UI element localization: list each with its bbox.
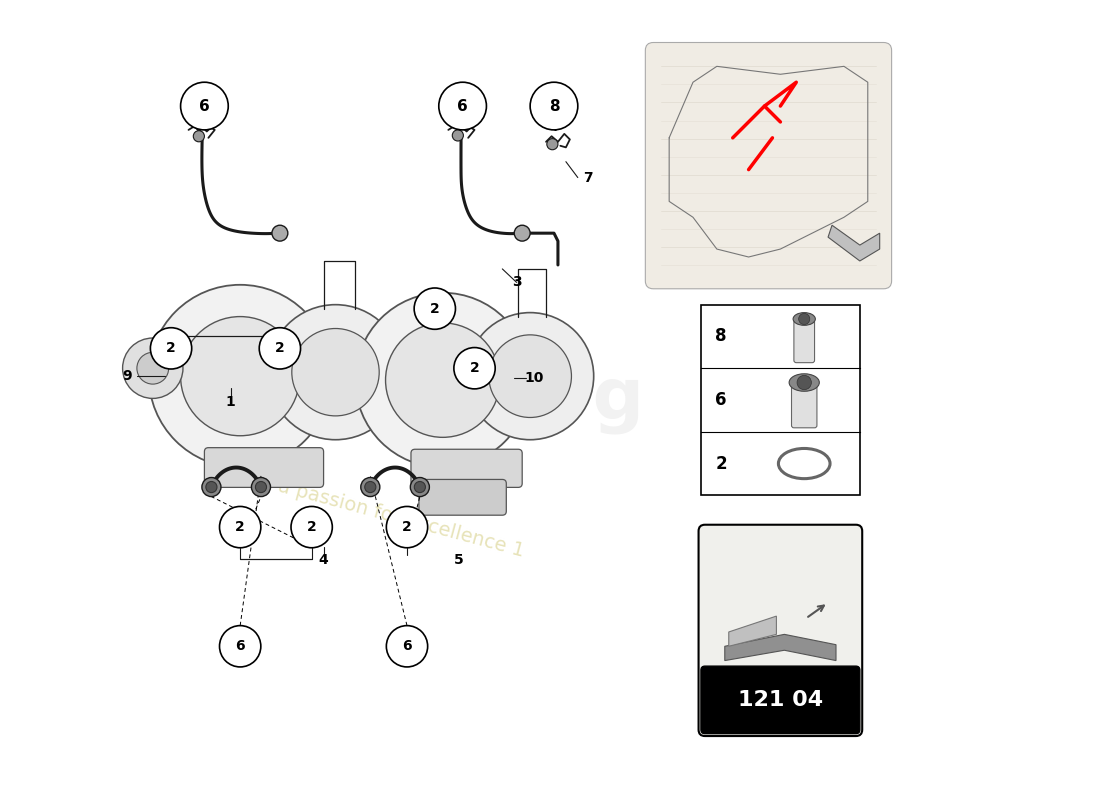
Circle shape — [151, 328, 191, 369]
Circle shape — [530, 82, 578, 130]
Circle shape — [410, 478, 429, 497]
FancyBboxPatch shape — [701, 305, 860, 495]
FancyBboxPatch shape — [794, 320, 814, 362]
Circle shape — [386, 506, 428, 548]
FancyBboxPatch shape — [792, 383, 817, 428]
Text: 1: 1 — [226, 394, 235, 409]
Circle shape — [386, 323, 499, 438]
Text: 6: 6 — [715, 391, 727, 409]
Circle shape — [268, 305, 403, 440]
Text: 2: 2 — [235, 520, 245, 534]
FancyBboxPatch shape — [698, 525, 862, 736]
Circle shape — [194, 130, 205, 142]
Circle shape — [272, 226, 288, 241]
FancyBboxPatch shape — [419, 479, 506, 515]
FancyBboxPatch shape — [205, 448, 323, 487]
Text: a passion for excellence 1: a passion for excellence 1 — [276, 477, 527, 562]
Circle shape — [488, 335, 572, 418]
Polygon shape — [725, 634, 836, 661]
Circle shape — [515, 226, 530, 241]
FancyBboxPatch shape — [411, 450, 522, 487]
Polygon shape — [728, 616, 777, 646]
Text: 2: 2 — [166, 342, 176, 355]
Circle shape — [547, 138, 558, 150]
FancyBboxPatch shape — [701, 666, 860, 734]
Circle shape — [452, 130, 463, 141]
Circle shape — [122, 338, 183, 398]
Text: 9: 9 — [122, 369, 132, 383]
Circle shape — [355, 293, 530, 467]
Text: 121 04: 121 04 — [738, 690, 823, 710]
Text: 6: 6 — [458, 98, 468, 114]
Circle shape — [361, 478, 379, 497]
Circle shape — [414, 288, 455, 330]
Circle shape — [180, 317, 299, 436]
Text: eurostorg: eurostorg — [245, 366, 646, 434]
Text: 8: 8 — [549, 98, 559, 114]
Text: 2: 2 — [470, 362, 480, 375]
Text: 8: 8 — [715, 327, 727, 346]
Circle shape — [148, 285, 331, 467]
Text: 2: 2 — [403, 520, 411, 534]
Circle shape — [255, 482, 266, 493]
Ellipse shape — [793, 313, 815, 326]
Text: 2: 2 — [307, 520, 317, 534]
Circle shape — [415, 482, 426, 493]
Circle shape — [799, 314, 810, 325]
Text: 10: 10 — [525, 370, 543, 385]
Circle shape — [292, 506, 332, 548]
Polygon shape — [828, 226, 880, 261]
Circle shape — [202, 478, 221, 497]
Circle shape — [292, 329, 379, 416]
Circle shape — [220, 626, 261, 667]
Circle shape — [439, 82, 486, 130]
Circle shape — [206, 482, 217, 493]
Circle shape — [252, 478, 271, 497]
Circle shape — [386, 626, 428, 667]
Text: 6: 6 — [235, 639, 245, 654]
Text: 2: 2 — [715, 454, 727, 473]
Circle shape — [466, 313, 594, 440]
Circle shape — [180, 82, 229, 130]
Text: 5: 5 — [454, 554, 463, 567]
Circle shape — [220, 506, 261, 548]
Text: 2: 2 — [275, 342, 285, 355]
Text: 2: 2 — [430, 302, 440, 316]
Ellipse shape — [789, 374, 820, 391]
Circle shape — [136, 352, 168, 384]
Circle shape — [260, 328, 300, 369]
Circle shape — [454, 347, 495, 389]
Text: 6: 6 — [199, 98, 210, 114]
Circle shape — [365, 482, 376, 493]
Text: 6: 6 — [403, 639, 411, 654]
Text: 7: 7 — [583, 170, 593, 185]
Text: 3: 3 — [512, 275, 521, 290]
Text: 4: 4 — [319, 554, 329, 567]
FancyBboxPatch shape — [646, 42, 892, 289]
Circle shape — [798, 375, 812, 390]
